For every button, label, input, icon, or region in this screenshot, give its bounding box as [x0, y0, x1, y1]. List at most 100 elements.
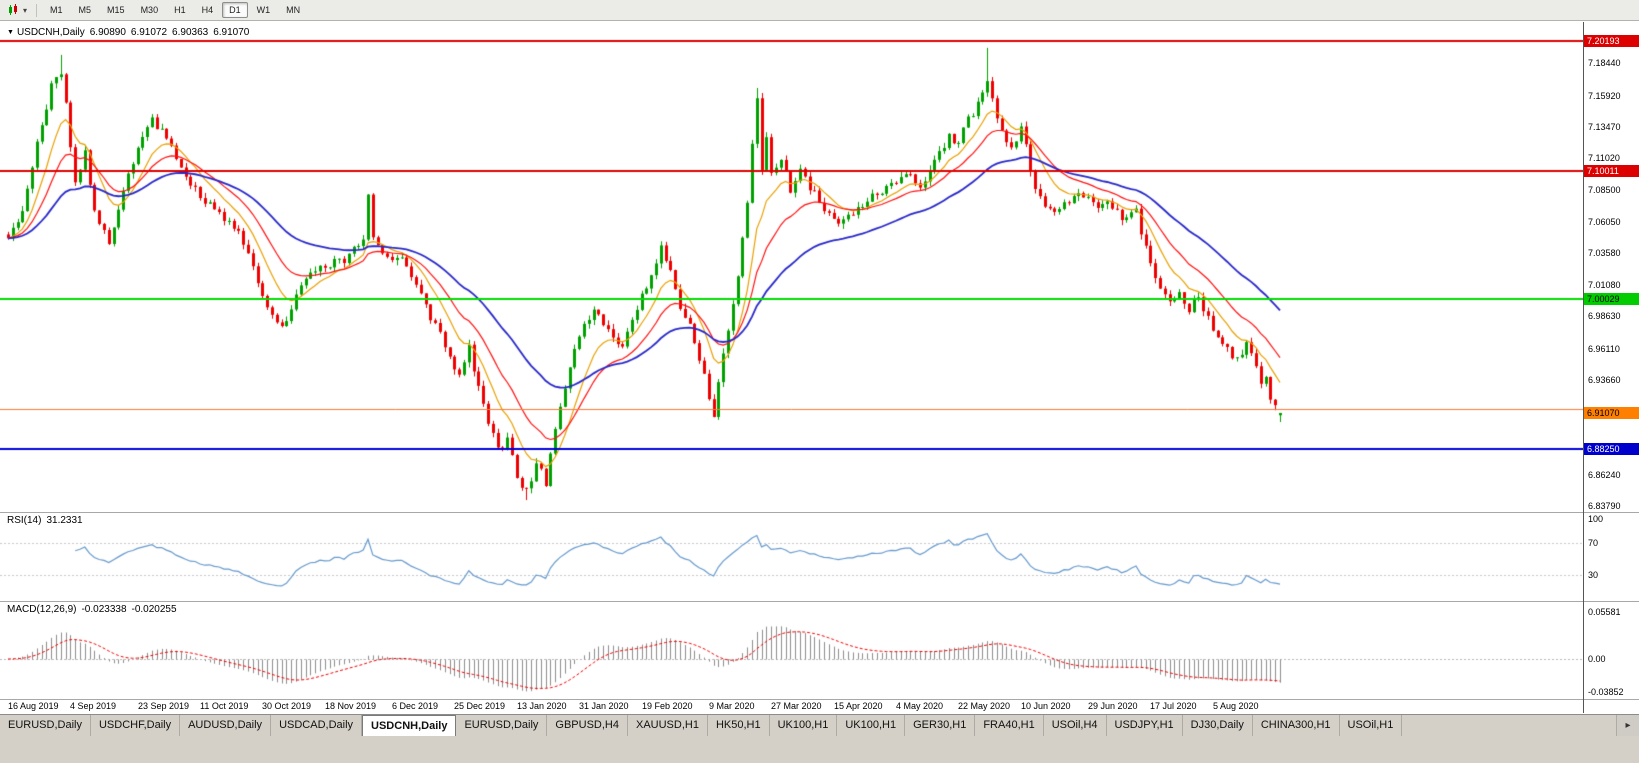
price-axis-label: 7.01080	[1588, 280, 1621, 290]
chart-tab-fra40-h1[interactable]: FRA40,H1	[975, 715, 1044, 736]
chart-tab-hk50-h1[interactable]: HK50,H1	[708, 715, 770, 736]
date-axis-label: 25 Dec 2019	[454, 701, 506, 711]
price-axis-label: 6.86240	[1588, 470, 1621, 480]
rsi-axis-label: 30	[1588, 570, 1599, 580]
timeframe-buttons-group: M1 M5 M15 M30 H1 H4 D1 W1 MN	[42, 2, 308, 18]
price-axis-label: 6.93660	[1588, 375, 1621, 385]
date-axis-label: 29 Jun 2020	[1088, 701, 1138, 711]
price-axis-label: 7.18440	[1588, 58, 1621, 68]
chart-tab-audusd-daily[interactable]: AUDUSD,Daily	[180, 715, 272, 736]
timeframe-button-d1[interactable]: D1	[222, 2, 248, 18]
chart-tab-china300-h1[interactable]: CHINA300,H1	[1253, 715, 1340, 736]
price-axis-label: 7.15920	[1588, 91, 1621, 101]
date-axis-label: 13 Jan 2020	[517, 701, 567, 711]
price-axis-label: 7.11020	[1588, 153, 1620, 163]
rsi-axis-label: 70	[1588, 538, 1599, 548]
date-axis-label: 18 Nov 2019	[325, 701, 377, 711]
ohlc-high: 6.91072	[130, 27, 168, 38]
price-chart-canvas[interactable]	[0, 22, 1583, 512]
timeframe-button-h4[interactable]: H4	[201, 5, 214, 15]
chart-tab-usdcad-daily[interactable]: USDCAD,Daily	[271, 715, 363, 736]
panel-splitter[interactable]	[0, 601, 1639, 602]
price-axis-label: 6.98630	[1588, 311, 1621, 321]
chart-tab-eurusd-daily[interactable]: EURUSD,Daily	[456, 715, 548, 736]
price-axis-badge: 7.20193	[1584, 35, 1639, 47]
price-axis-badge: 6.91070	[1584, 407, 1639, 419]
macd-panel-canvas[interactable]	[0, 602, 1583, 699]
ohlc-low: 6.90363	[172, 27, 209, 38]
chart-tab-uk100-h1[interactable]: UK100,H1	[770, 715, 838, 736]
date-axis-label: 17 Jul 2020	[1150, 701, 1197, 711]
date-axis-label: 23 Sep 2019	[138, 701, 190, 711]
timeframe-toolbar: ▾ M1 M5 M15 M30 H1 H4 D1 W1 MN	[0, 0, 1639, 21]
chart-tab-dj30-daily[interactable]: DJ30,Daily	[1183, 715, 1253, 736]
price-axis-label: 7.08500	[1588, 185, 1621, 195]
date-axis-label: 9 Mar 2020	[709, 701, 755, 711]
macd-indicator-label: MACD(12,26,9) -0.023338 -0.020255	[7, 604, 177, 615]
chart-tab-eurusd-daily[interactable]: EURUSD,Daily	[0, 715, 91, 736]
date-axis-label: 10 Jun 2020	[1021, 701, 1071, 711]
chart-tab-usdchf-daily[interactable]: USDCHF,Daily	[91, 715, 181, 736]
date-axis-label: 4 Sep 2019	[70, 701, 117, 711]
bottom-strip	[0, 736, 1639, 763]
chart-tab-bar: EURUSD,Daily USDCHF,Daily AUDUSD,Daily USDC…	[0, 714, 1639, 736]
timeframe-button-h1[interactable]: H1	[174, 5, 186, 15]
chart-tab-usoil-h1[interactable]: USOil,H1	[1340, 715, 1403, 736]
macd-main-value: -0.023338	[81, 604, 127, 615]
date-axis-label: 22 May 2020	[958, 701, 1011, 711]
panel-splitter	[0, 699, 1639, 700]
macd-axis-label: -0.03852	[1588, 687, 1624, 697]
timeframe-button-m30[interactable]: M30	[140, 5, 159, 15]
collapse-icon: ▼	[7, 29, 14, 36]
date-axis-label: 11 Oct 2019	[200, 701, 249, 711]
date-axis-label: 16 Aug 2019	[8, 701, 59, 711]
price-axis-label: 6.96110	[1588, 344, 1620, 354]
tab-scroll-button[interactable]: ▸	[1616, 715, 1639, 736]
chart-tab-usdcnh-daily[interactable]: USDCNH,Daily	[362, 715, 457, 736]
ohlc-open: 6.90890	[89, 27, 126, 38]
chart-tab-usoil-h4[interactable]: USOil,H4	[1044, 715, 1107, 736]
timeframe-button-m5[interactable]: M5	[78, 5, 92, 15]
chart-symbol-period: USDCNH,Daily	[16, 27, 85, 38]
toolbar-separator	[36, 3, 38, 17]
chart-tab-gbpusd-h4[interactable]: GBPUSD,H4	[547, 715, 628, 736]
chevron-down-icon: ▾	[23, 5, 28, 15]
price-scale-border	[1583, 22, 1584, 713]
chart-tab-xauusd-h1[interactable]: XAUUSD,H1	[628, 715, 708, 736]
date-axis-label: 31 Jan 2020	[579, 701, 629, 711]
timeframe-button-w1[interactable]: W1	[256, 5, 271, 15]
date-axis-label: 6 Dec 2019	[392, 701, 439, 711]
rsi-axis-label: 100	[1588, 514, 1604, 524]
time-scale[interactable]: 16 Aug 2019 4 Sep 2019 23 Sep 2019 11 Oct 2…	[0, 700, 1583, 713]
price-axis-label: 7.13470	[1588, 122, 1621, 132]
date-axis-label: 5 Aug 2020	[1213, 701, 1259, 711]
price-axis-label: 7.03580	[1588, 248, 1621, 258]
date-axis-label: 4 May 2020	[896, 701, 944, 711]
date-axis-label: 15 Apr 2020	[834, 701, 883, 711]
rsi-panel-canvas[interactable]	[0, 513, 1583, 601]
chart-ohlc-readout: ▼ USDCNH,Daily 6.90890 6.91072 6.90363 6.9107…	[7, 27, 249, 38]
price-axis-label: 7.06050	[1588, 217, 1621, 227]
date-axis-label: 30 Oct 2019	[262, 701, 312, 711]
timeframe-button-m1[interactable]: M1	[50, 5, 63, 15]
date-axis-label: 19 Feb 2020	[642, 701, 693, 711]
chart-tab-uk100-h1[interactable]: UK100,H1	[837, 715, 906, 736]
macd-axis-label: 0.00	[1588, 654, 1606, 664]
price-axis-badge: 6.88250	[1584, 443, 1639, 455]
price-axis-label: 6.83790	[1588, 501, 1621, 511]
chart-type-menu-button[interactable]: ▾	[4, 3, 31, 17]
price-axis-badge: 7.00029	[1584, 293, 1639, 305]
price-axis-badge: 7.10011	[1584, 165, 1639, 177]
chart-tab-usdjpy-h1[interactable]: USDJPY,H1	[1107, 715, 1183, 736]
chart-tab-ger30-h1[interactable]: GER30,H1	[905, 715, 976, 736]
rsi-value: 31.2331	[46, 515, 83, 526]
panel-splitter[interactable]	[0, 512, 1639, 513]
timeframe-button-mn[interactable]: MN	[286, 5, 301, 15]
timeframe-button-m15[interactable]: M15	[107, 5, 125, 15]
date-axis-label: 27 Mar 2020	[771, 701, 822, 711]
macd-signal-value: -0.020255	[131, 604, 177, 615]
rsi-indicator-label: RSI(14) 31.2331	[7, 515, 83, 526]
macd-axis-label: 0.05581	[1588, 607, 1621, 617]
ohlc-close: 6.91070	[213, 27, 250, 38]
